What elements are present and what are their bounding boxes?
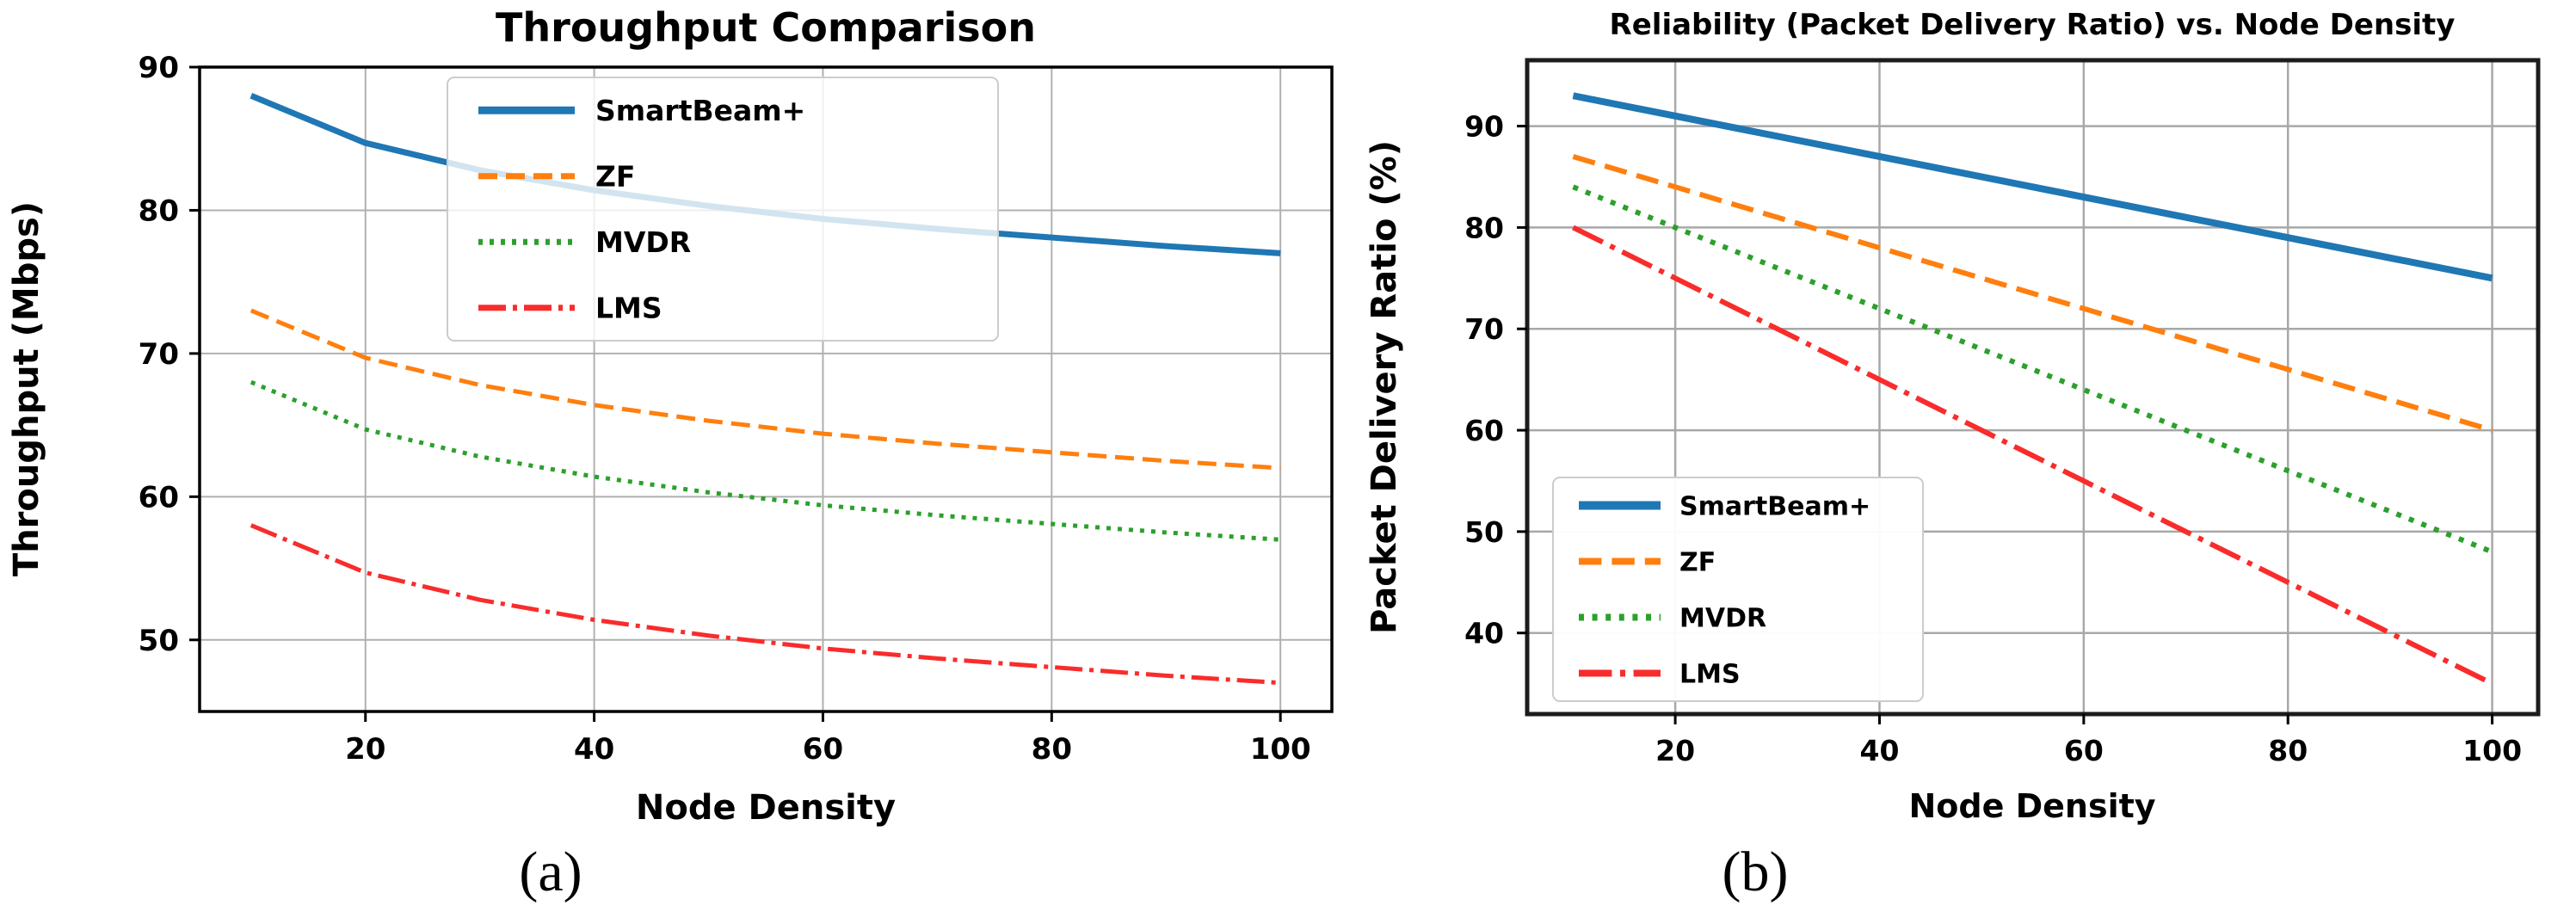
x-axis-label: Node Density bbox=[636, 788, 896, 828]
legend-label-LMS: LMS bbox=[1679, 659, 1741, 689]
y-tick-label: 50 bbox=[139, 624, 179, 658]
caption-a: (a) bbox=[519, 841, 582, 903]
y-tick-label: 70 bbox=[139, 337, 179, 372]
series-line-LMS bbox=[250, 523, 1281, 686]
series-line-MVDR bbox=[250, 379, 1281, 542]
y-axis-label: Throughput (Mbps) bbox=[7, 201, 46, 576]
series-line-ZF bbox=[1572, 154, 2493, 433]
caption-b: (b) bbox=[1722, 841, 1789, 903]
x-tick-label: 40 bbox=[574, 732, 614, 767]
x-tick-label: 100 bbox=[1250, 732, 1311, 767]
throughput-chart: SmartBeam+ ZF MVDR LMS 20 40 60 80 100 50 60 70 80 90… bbox=[7, 4, 1334, 828]
series-line-MVDR bbox=[1572, 184, 2493, 555]
x-tick-label: 80 bbox=[1032, 732, 1072, 767]
y-tick-label: 80 bbox=[1464, 211, 1504, 244]
y-tick-label: 80 bbox=[139, 194, 179, 229]
legend-label-SmartBeam+: SmartBeam+ bbox=[595, 94, 805, 127]
figure-panel-a: SmartBeam+ ZF MVDR LMS 20 40 60 80 100 50 60 70 80 90… bbox=[7, 4, 1334, 903]
chart-title: Reliability (Packet Delivery Ratio) vs. … bbox=[1610, 8, 2456, 42]
legend-box bbox=[447, 77, 999, 342]
y-tick-label: 50 bbox=[1464, 515, 1504, 549]
legend-label-SmartBeam+: SmartBeam+ bbox=[1679, 491, 1870, 521]
x-tick-label: 20 bbox=[1655, 734, 1695, 767]
series-line-SmartBeam+ bbox=[1572, 92, 2493, 282]
series-line-ZF bbox=[250, 308, 1281, 471]
y-tick-label: 60 bbox=[1464, 414, 1504, 447]
legend-label-ZF: ZF bbox=[1679, 547, 1716, 577]
figure-panel-b: SmartBeam+ ZF MVDR LMS 20 40 60 80 100 40 50 60 70 80… bbox=[1359, 0, 2576, 924]
y-tick-label: 70 bbox=[1464, 312, 1504, 346]
legend-label-LMS: LMS bbox=[595, 292, 662, 325]
y-tick-label: 40 bbox=[1464, 617, 1504, 650]
x-tick-label: 40 bbox=[1860, 734, 1900, 767]
legend-box bbox=[1552, 477, 1924, 702]
series-line-LMS bbox=[1572, 225, 2493, 687]
x-tick-label: 60 bbox=[803, 732, 843, 767]
y-tick-label: 60 bbox=[139, 481, 179, 515]
legend-label-ZF: ZF bbox=[595, 160, 635, 194]
reliability-chart: SmartBeam+ ZF MVDR LMS 20 40 60 80 100 40 50 60 70 80… bbox=[1365, 8, 2541, 825]
x-tick-label: 80 bbox=[2268, 734, 2308, 767]
legend-label-MVDR: MVDR bbox=[1679, 603, 1766, 633]
x-tick-label: 60 bbox=[2064, 734, 2104, 767]
plot-border bbox=[198, 65, 1334, 713]
x-tick-label: 20 bbox=[345, 732, 385, 767]
x-tick-label: 100 bbox=[2462, 734, 2522, 767]
chart-title: Throughput Comparison bbox=[496, 4, 1036, 51]
legend-label-MVDR: MVDR bbox=[595, 225, 691, 259]
plot-border bbox=[1525, 58, 2541, 717]
y-tick-label: 90 bbox=[1464, 109, 1504, 143]
x-axis-label: Node Density bbox=[1908, 787, 2155, 825]
y-axis-label: Packet Delivery Ratio (%) bbox=[1365, 140, 1404, 634]
y-tick-label: 90 bbox=[139, 51, 179, 85]
